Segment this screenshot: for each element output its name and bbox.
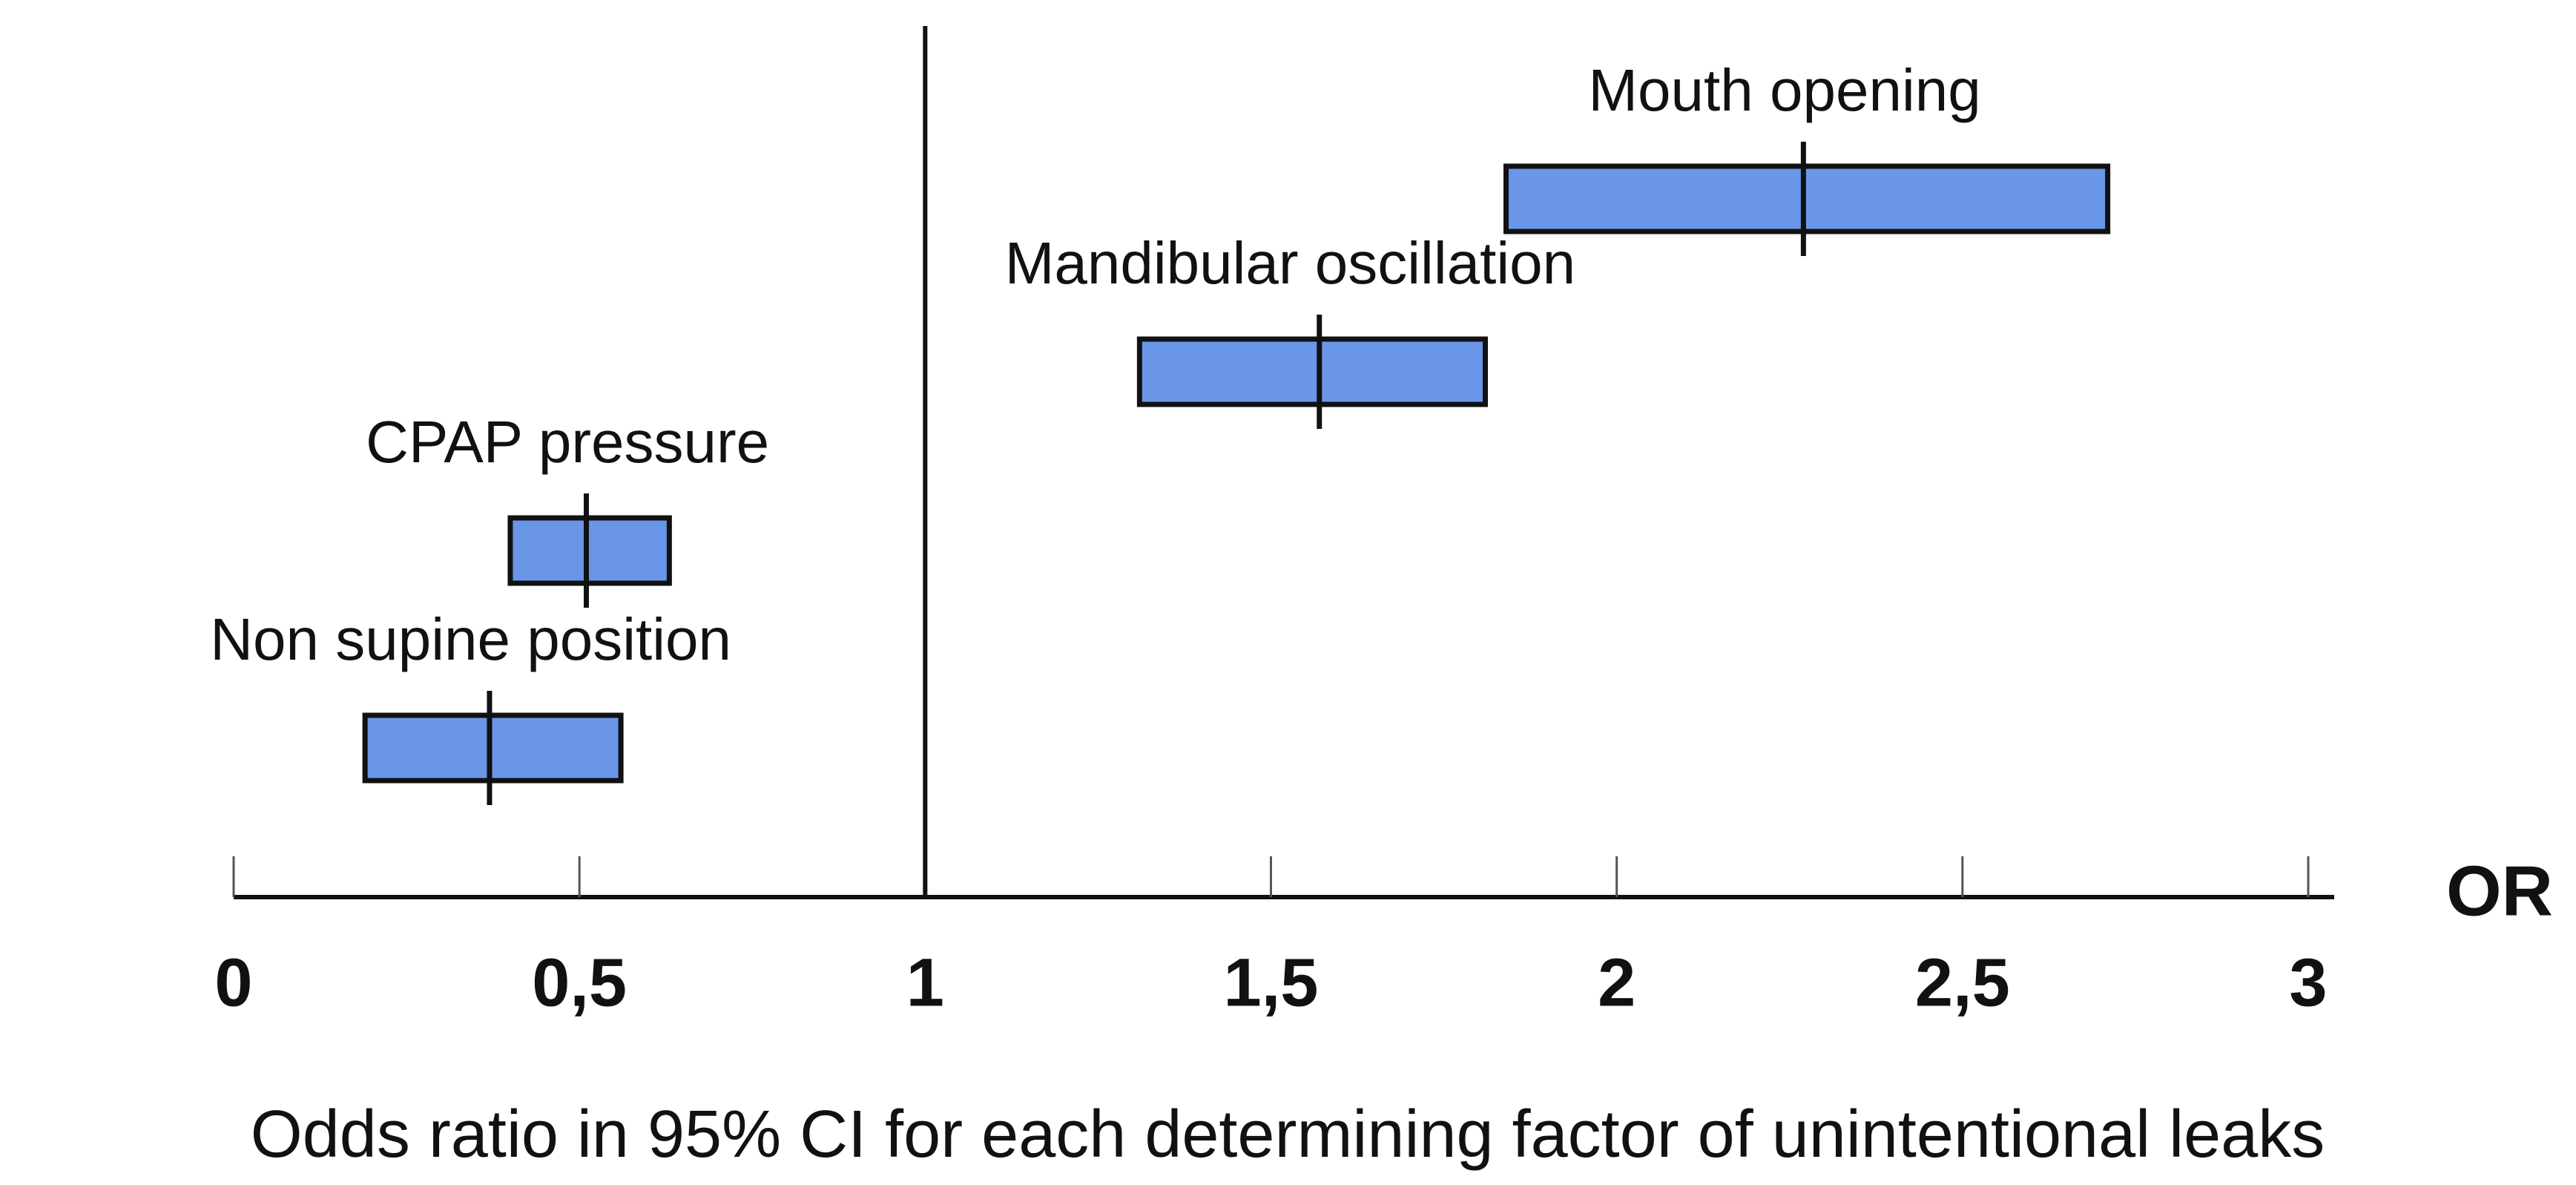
x-tick-label: 3 [2289, 945, 2327, 1020]
x-tick-label: 1,5 [1224, 945, 1319, 1020]
x-axis-label: OR [2446, 851, 2553, 930]
category-label: Mouth opening [1588, 57, 1980, 123]
x-tick-label: 2,5 [1915, 945, 2010, 1020]
category-label: Non supine position [210, 606, 731, 672]
category-label: Mandibular oscillation [1005, 230, 1575, 296]
x-tick-label: 1 [906, 945, 944, 1020]
ci-box [1503, 163, 2111, 234]
ci-box [362, 712, 624, 784]
x-tick-label: 0 [214, 945, 252, 1020]
category-label: CPAP pressure [366, 409, 769, 475]
x-tick-label: 2 [1598, 945, 1635, 1020]
x-tick-label: 0,5 [532, 945, 627, 1020]
ci-box [1136, 336, 1489, 407]
chart-title: Odds ratio in 95% CI for each determinin… [251, 1097, 2325, 1172]
ci-box [507, 515, 672, 586]
